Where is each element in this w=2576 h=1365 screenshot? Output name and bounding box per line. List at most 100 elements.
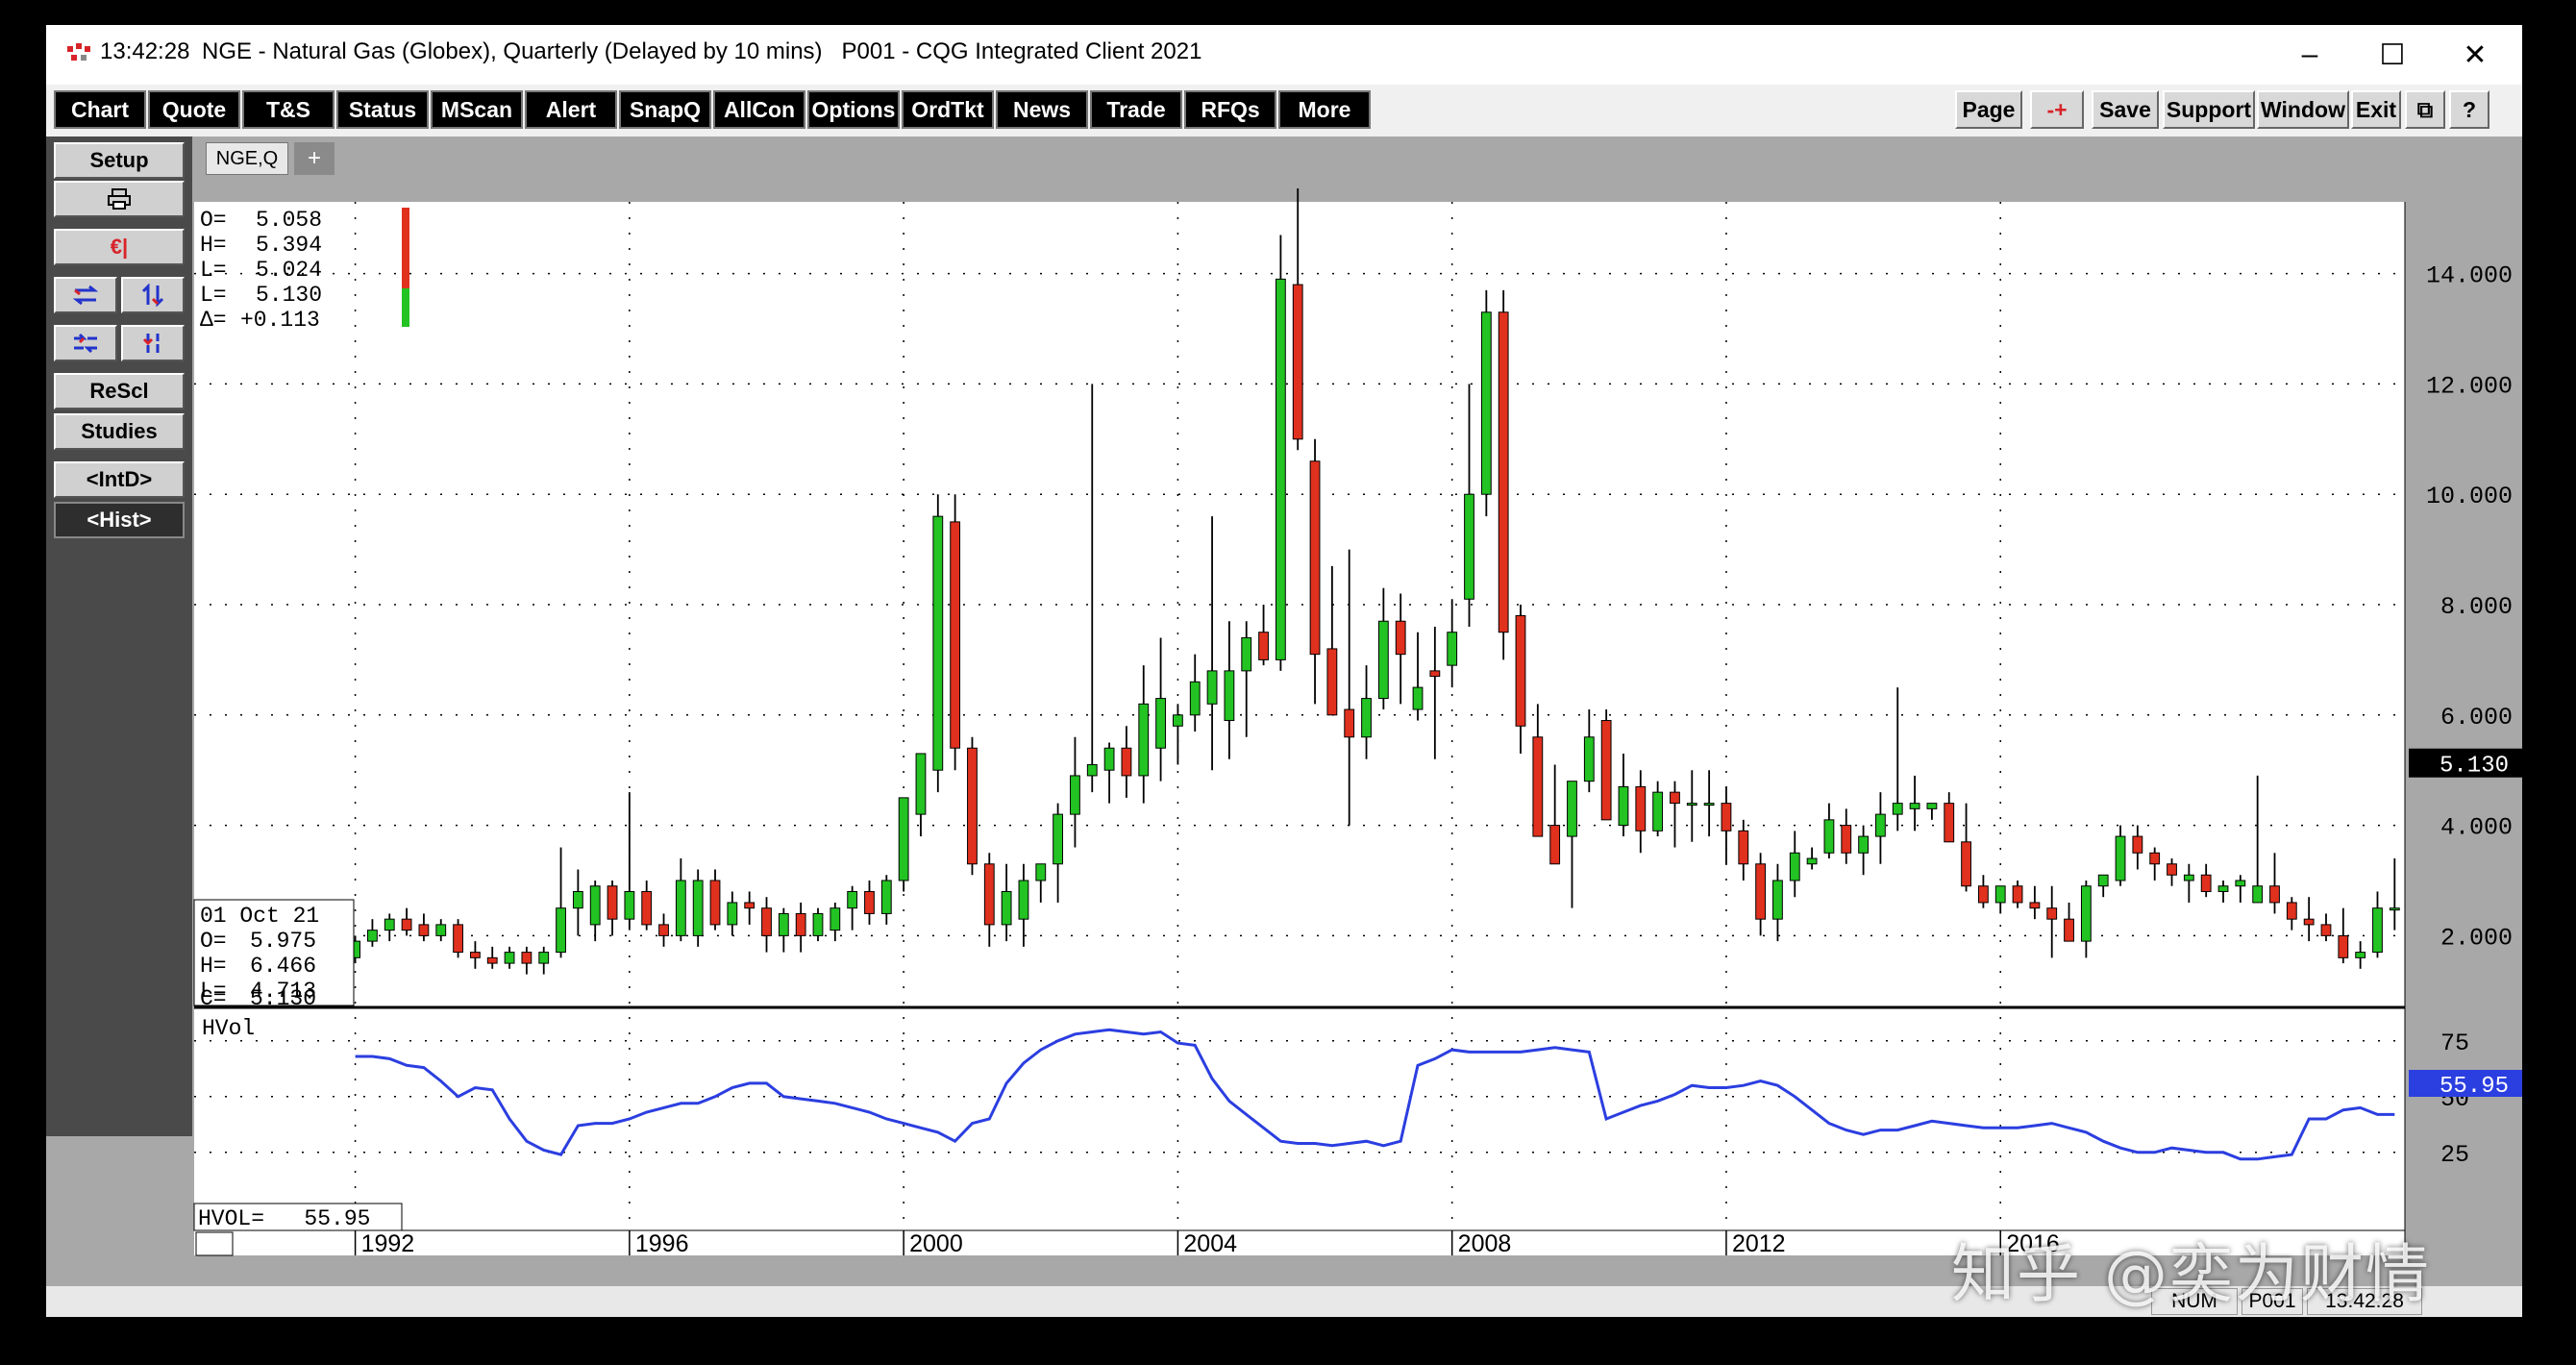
candle-up <box>2097 874 2109 887</box>
menu-rfqs[interactable]: RFQs <box>1184 90 1276 129</box>
menu-ordtkt[interactable]: OrdTkt <box>902 90 994 129</box>
collapse-vertical-icon[interactable] <box>121 325 185 361</box>
candle-up <box>1909 803 1920 809</box>
add-tab-button[interactable]: + <box>294 142 334 175</box>
window-title: NGE - Natural Gas (Globex), Quarterly (D… <box>202 38 1202 64</box>
exit-button[interactable]: Exit <box>2351 90 2401 129</box>
swap-horizontal-icon[interactable] <box>54 277 117 313</box>
menu-tns[interactable]: T&S <box>242 90 334 129</box>
menu-mscan[interactable]: MScan <box>431 90 523 129</box>
ohlc-open: O= 5.058 <box>200 208 322 233</box>
candle-up <box>1189 681 1201 716</box>
candle-down <box>1498 311 1509 633</box>
candle-down <box>2269 885 2280 904</box>
candle-down <box>1395 620 1406 656</box>
candle-down <box>1670 791 1680 805</box>
x-tick-label: 2004 <box>1183 1230 1237 1257</box>
menu-alert[interactable]: Alert <box>525 90 617 129</box>
menu-news[interactable]: News <box>996 90 1088 129</box>
candle-down <box>1600 720 1612 821</box>
candle-up <box>1926 803 1938 809</box>
candle-up <box>1892 803 1903 815</box>
title-bar: 13:42:28 NGE - Natural Gas (Globex), Qua… <box>46 25 2522 85</box>
menu-more[interactable]: More <box>1278 90 1371 129</box>
candle-up <box>1224 670 1235 722</box>
candle-up <box>1070 775 1080 815</box>
candle-down <box>2064 918 2074 942</box>
close-icon[interactable]: ✕ <box>2463 38 2488 71</box>
ohlc-delta: Δ= +0.113 <box>200 308 320 333</box>
studies-button[interactable]: Studies <box>54 413 185 450</box>
swap-vertical-icon[interactable] <box>121 277 185 313</box>
candle-up <box>367 930 378 942</box>
candle-up <box>778 912 789 936</box>
restore-icon[interactable]: ⧉ <box>2405 90 2445 129</box>
collapse-horizontal-icon[interactable] <box>54 325 117 361</box>
help-icon[interactable]: ? <box>2449 90 2489 129</box>
historical-button[interactable]: <Hist> <box>54 502 185 538</box>
support-button[interactable]: Support <box>2163 90 2255 129</box>
price-chart[interactable]: 1992 1996 2000 2004 2008 2012 2016 14.000 12.000… <box>192 188 2522 1269</box>
menu-status[interactable]: Status <box>336 90 429 129</box>
rescale-button[interactable]: ReScl <box>54 373 185 410</box>
candle-up <box>1447 632 1458 666</box>
candle-down <box>1635 785 1647 831</box>
x-tick-label: 2012 <box>1732 1230 1786 1257</box>
candle-up <box>2252 885 2264 904</box>
candle-down <box>418 924 430 936</box>
candle-down <box>1515 614 1526 727</box>
y-tick-label: 4.000 <box>2440 814 2513 842</box>
last-price-value: 5.130 <box>2440 754 2509 780</box>
save-button[interactable]: Save <box>2092 90 2159 129</box>
euro-icon[interactable]: €| <box>54 229 185 265</box>
window-button[interactable]: Window <box>2257 90 2349 129</box>
candle-up <box>932 515 944 771</box>
candle-down <box>1738 830 1749 865</box>
menu-quote[interactable]: Quote <box>148 90 240 129</box>
menu-options[interactable]: Options <box>807 90 900 129</box>
candle-down <box>2200 874 2212 892</box>
candle-up <box>898 797 909 881</box>
candle-up <box>847 890 858 909</box>
candle-down <box>1721 803 1732 831</box>
menu-trade[interactable]: Trade <box>1090 90 1182 129</box>
menu-chart[interactable]: Chart <box>54 90 146 129</box>
status-bar: NUM P001 13:42:28 <box>46 1286 2522 1317</box>
printer-icon[interactable] <box>54 181 185 217</box>
font-size-button[interactable]: -+ <box>2030 90 2084 129</box>
candle-up <box>880 880 892 914</box>
candle-up <box>538 952 550 964</box>
scroll-box[interactable] <box>195 1231 234 1256</box>
candle-up <box>1618 785 1629 827</box>
candle-up <box>1789 852 1800 881</box>
candle-up <box>2183 874 2194 881</box>
tab-nge-q[interactable]: NGE,Q <box>206 142 288 175</box>
zhihu-watermark: 知乎 @奕为财情 <box>1951 1237 2431 1311</box>
intraday-button[interactable]: <IntD> <box>54 461 185 498</box>
menu-allcon[interactable]: AllCon <box>713 90 805 129</box>
minimize-icon[interactable]: – <box>2301 38 2318 70</box>
ohlc-high: H= 5.394 <box>200 233 322 258</box>
candle-up <box>504 952 515 964</box>
candle-down <box>1755 863 1767 920</box>
x-tick-label: 2000 <box>909 1230 963 1257</box>
candle-down <box>1429 670 1441 678</box>
setup-button[interactable]: Setup <box>54 142 185 179</box>
candle-up <box>1806 857 1818 865</box>
hvol-y-tick-label: 75 <box>2440 1030 2469 1057</box>
candle-up <box>1018 880 1029 920</box>
menu-snapq[interactable]: SnapQ <box>619 90 711 129</box>
ohlc-candle-up <box>402 288 409 327</box>
candle-down <box>486 956 498 964</box>
ohlc-candle-body <box>402 208 409 308</box>
candle-up <box>727 902 738 926</box>
maximize-icon[interactable]: ☐ <box>2379 38 2406 71</box>
candle-down <box>744 902 755 909</box>
candle-down <box>1309 460 1321 656</box>
y-tick-label: 2.000 <box>2440 924 2513 952</box>
candle-up <box>572 890 583 909</box>
candle-down <box>1961 841 1971 887</box>
ohlc-low: L= 5.024 <box>200 258 322 283</box>
candle-up <box>1567 781 1577 837</box>
page-button[interactable]: Page <box>1955 90 2022 129</box>
